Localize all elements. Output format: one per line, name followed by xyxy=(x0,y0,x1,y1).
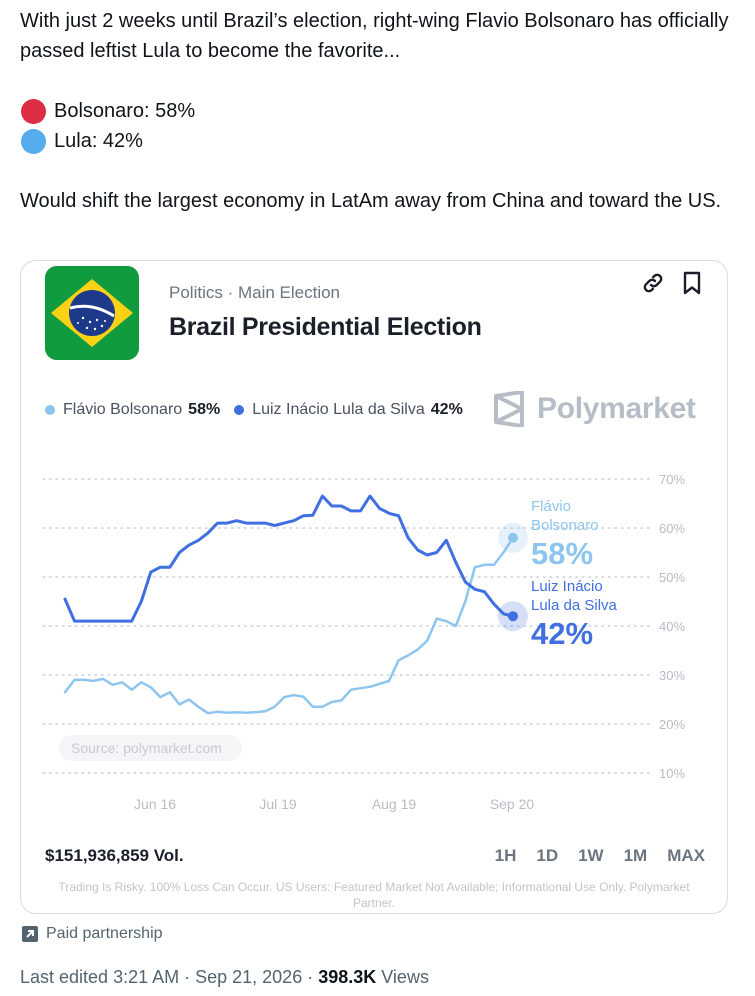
market-title[interactable]: Brazil Presidential Election xyxy=(169,313,482,341)
chart-legend: Flávio Bolsonaro 58% Luiz Inácio Lula da… xyxy=(45,401,477,419)
legend-value: 42% xyxy=(430,401,463,418)
disclaimer: Trading Is Risky. 100% Loss Can Occur. U… xyxy=(58,880,690,910)
tweet-line-1: With just 2 weeks until Brazil’s electio… xyxy=(20,10,729,62)
volume-label: $151,936,859 Vol. xyxy=(45,846,184,865)
x-tick-label: Sep 20 xyxy=(490,796,535,812)
series-label: Flávio xyxy=(531,498,571,515)
polymarket-logo-icon xyxy=(494,391,524,427)
paid-partnership-label: Paid partnership xyxy=(46,925,163,942)
link-icon[interactable] xyxy=(641,271,665,295)
y-tick-label: 40% xyxy=(659,619,685,634)
time-range-selector: 1H 1D 1W 1M MAX xyxy=(475,846,705,866)
y-tick-label: 70% xyxy=(659,472,685,487)
legend-item-lula: Luiz Inácio Lula da Silva 42% xyxy=(234,401,463,419)
bolsonaro-text: Bolsonaro: 58% xyxy=(54,100,196,122)
polymarket-card[interactable]: Politics · Main Election Brazil Presiden… xyxy=(20,260,728,914)
series-end-point xyxy=(508,611,518,622)
legend-dot-icon xyxy=(234,405,245,415)
paid-partnership[interactable]: Paid partnership xyxy=(22,925,163,943)
legend-value: 58% xyxy=(188,401,221,418)
series-label: Bolsonaro xyxy=(531,517,599,534)
range-1h-button[interactable]: 1H xyxy=(494,846,517,865)
series-end-value: 58% xyxy=(531,536,593,571)
source-pill xyxy=(59,735,242,761)
tweet-text: With just 2 weeks until Brazil’s electio… xyxy=(20,6,735,216)
x-tick-label: Jul 19 xyxy=(259,796,297,812)
lula-text: Lula: 42% xyxy=(54,130,143,152)
views-label: Views xyxy=(376,967,429,987)
series-end-value: 42% xyxy=(531,616,593,651)
legend-dot-icon xyxy=(45,405,55,415)
red-circle-icon xyxy=(21,98,46,124)
views-count: 398.3K xyxy=(318,967,377,987)
range-1m-button[interactable]: 1M xyxy=(623,846,648,865)
y-tick-label: 20% xyxy=(659,717,685,732)
range-1w-button[interactable]: 1W xyxy=(578,846,604,865)
series-line xyxy=(63,494,515,623)
market-category: Politics · Main Election xyxy=(169,283,341,302)
x-tick-label: Aug 19 xyxy=(372,796,417,812)
y-tick-label: 50% xyxy=(659,570,685,585)
range-1d-button[interactable]: 1D xyxy=(536,846,559,865)
polymarket-logo: Polymarket xyxy=(493,391,696,427)
tweet-meta: Last edited 3:21 AM · Sep 21, 2026 · 398… xyxy=(20,967,429,988)
x-tick-label: Jun 16 xyxy=(134,796,176,812)
source-label: Source: polymarket.com xyxy=(71,740,222,756)
y-tick-label: 60% xyxy=(659,521,685,536)
series-label: Lula da Silva xyxy=(531,597,618,614)
y-tick-label: 30% xyxy=(659,668,685,683)
range-max-button[interactable]: MAX xyxy=(667,846,705,865)
price-chart[interactable]: 70% 60% 50% 40% 30% 20% 10% Jun 16 Jul 19 Aug 19 S… xyxy=(21,451,727,821)
legend-label: Luiz Inácio Lula da Silva xyxy=(252,401,425,418)
y-tick-label: 10% xyxy=(659,766,685,781)
series-line xyxy=(63,536,515,715)
bookmark-icon[interactable] xyxy=(681,271,703,295)
series-end-point xyxy=(508,532,518,543)
brazil-flag-icon xyxy=(45,266,139,360)
edited-timestamp[interactable]: Last edited 3:21 AM · Sep 21, 2026 · xyxy=(20,967,319,987)
bolsonaro-line: Bolsonaro: 58% xyxy=(20,96,735,126)
lula-line: Lula: 42% xyxy=(20,126,735,156)
legend-label: Flávio Bolsonaro xyxy=(63,401,183,418)
legend-item-bolsonaro: Flávio Bolsonaro 58% xyxy=(45,401,220,419)
arrow-up-right-icon xyxy=(22,926,38,942)
polymarket-wordmark: Polymarket xyxy=(537,392,696,425)
tweet-line-3: Would shift the largest economy in LatAm… xyxy=(20,190,722,212)
blue-circle-icon xyxy=(21,128,46,154)
series-label: Luiz Inácio xyxy=(531,578,603,595)
